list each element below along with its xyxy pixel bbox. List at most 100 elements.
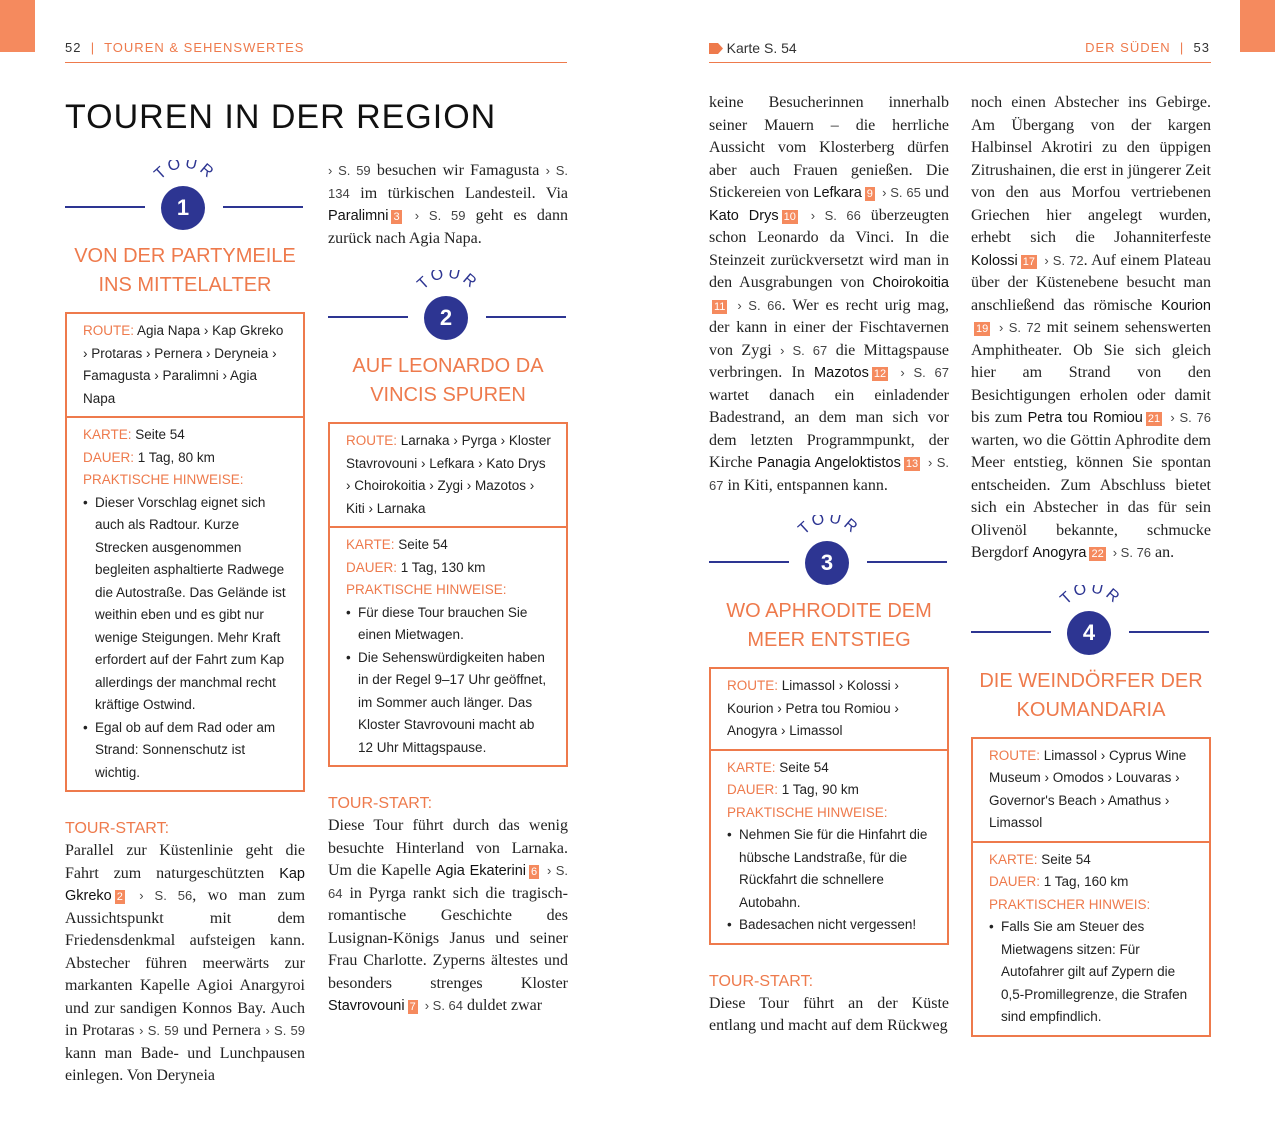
- text-run: . Wer es recht urig mag, der kann in ein…: [709, 296, 949, 359]
- route: Limassol › Cyprus Wine Museum › Omodos ›…: [989, 747, 1187, 831]
- hint-item: Falls Sie am Steuer des Mietwagens sitze…: [989, 916, 1195, 1029]
- map-page: Seite 54: [1041, 851, 1091, 867]
- place-name: Stavrovouni: [328, 998, 405, 1014]
- header-right: DER SÜDEN | 53: [1085, 40, 1210, 55]
- tour-badge: TOUR 2: [328, 270, 568, 346]
- badge-rule: [709, 561, 789, 563]
- route: Limassol › Kolossi › Kourion › Petra tou…: [727, 678, 899, 738]
- place-name: Anogyra: [1032, 545, 1087, 561]
- map-marker-number: 12: [871, 367, 889, 381]
- page-reference[interactable]: › S. 66: [810, 207, 861, 223]
- page-reference[interactable]: › S. 76: [1112, 545, 1152, 560]
- svg-text:TOUR: TOUR: [414, 270, 481, 293]
- tour-number: 1: [161, 186, 205, 230]
- tour-text: › S. 59 besuchen wir Famagusta › S. 134 …: [328, 160, 568, 250]
- tour-arc-label: TOUR: [414, 270, 481, 293]
- tour-arc-label: TOUR: [795, 515, 859, 538]
- page-reference[interactable]: › S. 134: [328, 163, 569, 201]
- tour-text: Diese Tour führt durch das wenig besucht…: [328, 815, 568, 1018]
- map-marker-number: 2: [114, 890, 125, 904]
- badge-rule: [1129, 630, 1209, 633]
- place-name: Mazotos: [814, 365, 869, 381]
- header-left: 52 | TOUREN & SEHENSWERTES: [65, 40, 305, 55]
- text-run: in Pyrga rankt sich die tragisch-romanti…: [328, 884, 568, 992]
- text-run: geht es dann zurück nach Agia Napa.: [328, 207, 569, 247]
- hint-item: Für diese Tour brauchen Sie einen Mietwa…: [346, 602, 552, 647]
- svg-text:TOUR: TOUR: [151, 160, 218, 183]
- page-reference[interactable]: › S. 66: [737, 297, 782, 313]
- tour-text: noch einen Abstecher ins Gebirge. Am Übe…: [971, 92, 1211, 565]
- map-marker-number: 3: [391, 210, 402, 224]
- badge-rule: [486, 316, 566, 318]
- text-run: keine Besucherinnen innerhalb seiner Mau…: [709, 94, 949, 201]
- place-name: Kato Drys: [709, 207, 779, 224]
- place-name: Kourion: [1161, 297, 1211, 314]
- section-title: TOUREN & SEHENSWERTES: [104, 40, 305, 55]
- page-reference[interactable]: › S. 56: [139, 888, 193, 903]
- column-2: › S. 59 besuchen wir Famagusta › S. 134 …: [328, 160, 568, 1018]
- place-name: Choirokoitia: [872, 275, 949, 291]
- tour-info-box: ROUTE: Limassol › Cyprus Wine Museum › O…: [971, 736, 1211, 1037]
- tour-badge: TOUR 1: [65, 160, 305, 236]
- text-run: , wo man zum Aussichtspunkt mit dem Frie…: [65, 887, 306, 1039]
- tour-info-box: ROUTE: Agia Napa › Kap Gkreko › Protaras…: [65, 312, 305, 792]
- header-rule: [709, 62, 1211, 63]
- text-run: in Kiti, entspannen kann.: [723, 476, 888, 494]
- column-4: noch einen Abstecher ins Gebirge. Am Übe…: [971, 92, 1211, 1037]
- map-marker-number: 10: [781, 209, 798, 224]
- corner-tab-right: [1240, 0, 1275, 52]
- section-title: DER SÜDEN: [1085, 40, 1171, 55]
- page-reference[interactable]: › S. 72: [1044, 252, 1084, 268]
- tour-start-label: TOUR-START:: [328, 795, 433, 812]
- page-reference[interactable]: › S. 72: [999, 320, 1041, 335]
- text-run: wartet danach ein einladender Badestrand…: [709, 386, 949, 472]
- text-run: duldet zwar: [463, 997, 543, 1014]
- page-reference[interactable]: › S. 59: [328, 163, 371, 178]
- page-reference[interactable]: › S. 76: [1170, 410, 1212, 425]
- tour-heading: AUF LEONARDO DA VINCIS SPUREN: [352, 355, 544, 406]
- place-name: Lefkara: [813, 185, 862, 201]
- column-3: keine Besucherinnen innerhalb seiner Mau…: [709, 92, 949, 1038]
- text-run: überzeugten schon Leonardo da Vinci. In …: [709, 206, 949, 292]
- page-reference[interactable]: › S. 67: [780, 342, 828, 358]
- page-reference[interactable]: › S. 59: [414, 208, 466, 223]
- page-reference[interactable]: › S. 59: [139, 1023, 179, 1038]
- duration: 1 Tag, 90 km: [781, 782, 859, 797]
- badge-rule: [223, 206, 303, 208]
- tour-block: TOUR 2 AUF LEONARDO DA VINCIS SPUREN ROU…: [328, 270, 568, 767]
- route: Agia Napa › Kap Gkreko › Protaras › Pern…: [83, 323, 284, 406]
- tag-arrow-icon: [709, 43, 723, 54]
- hint-item: Nehmen Sie für die Hinfahrt die hübsche …: [727, 824, 933, 914]
- tour-number: 2: [424, 296, 468, 340]
- page-reference[interactable]: › S. 59: [265, 1023, 306, 1038]
- page-reference[interactable]: › S. 67: [900, 365, 950, 380]
- text-run: Diese Tour führt an der Küste entlang un…: [709, 994, 949, 1035]
- page-reference[interactable]: › S. 64: [328, 863, 568, 901]
- map-page: Seite 54: [398, 537, 448, 552]
- place-name: Kolossi: [971, 252, 1018, 269]
- map-marker-number: 21: [1145, 412, 1163, 426]
- tour-heading: VON DER PARTYMEILE INS MITTELALTER: [74, 245, 296, 296]
- map-marker-number: 19: [974, 322, 991, 336]
- text-run: kann man Bade- und Lunchpausen einlegen.…: [65, 1044, 305, 1085]
- page-reference[interactable]: › S. 67: [709, 455, 950, 493]
- tour-arc-label: TOUR: [151, 160, 218, 183]
- badge-rule: [65, 206, 145, 208]
- badge-rule: [328, 316, 408, 318]
- page-reference[interactable]: › S. 64: [424, 998, 463, 1013]
- tour-start-label: TOUR-START:: [65, 820, 170, 837]
- text-run: und Pernera: [178, 1022, 266, 1039]
- text-run: noch einen Abstecher ins Gebirge. Am Übe…: [971, 94, 1211, 246]
- page-reference[interactable]: › S. 65: [882, 185, 921, 200]
- tour-start-label: TOUR-START:: [709, 972, 814, 990]
- text-run: Diese Tour führt durch das wenig besucht…: [328, 817, 568, 879]
- place-name: Agia Ekaterini: [435, 863, 527, 879]
- text-run: besuchen wir Famagusta: [370, 162, 546, 179]
- map-marker-number: 17: [1020, 254, 1037, 269]
- page-number: 53: [1193, 40, 1210, 55]
- tour-arc-label: TOUR: [1057, 585, 1121, 608]
- map-marker-number: 7: [407, 1000, 418, 1014]
- tour-info-box: ROUTE: Larnaka › Pyrga › Kloster Stavrov…: [328, 422, 568, 767]
- map-marker-number: 22: [1089, 547, 1106, 561]
